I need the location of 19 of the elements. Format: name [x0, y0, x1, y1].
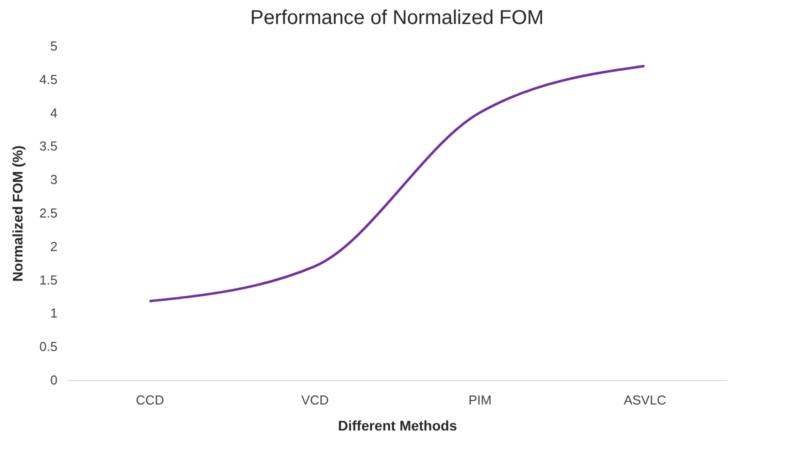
y-axis-title: Normalized FOM (%): [9, 145, 26, 282]
y-tick-label: 4: [50, 105, 58, 120]
x-axis-title: Different Methods: [338, 418, 458, 434]
y-tick-label: 5: [50, 38, 58, 54]
y-tick-label: 0: [50, 372, 58, 388]
y-tick-label: 2: [50, 238, 58, 254]
x-tick-label: VCD: [301, 392, 329, 408]
y-tick-label: 4.5: [39, 72, 58, 87]
y-tick-label: 3.5: [39, 138, 58, 154]
x-tick-label: ASVLC: [624, 392, 666, 408]
y-tick-label: 3: [50, 172, 58, 188]
y-tick-label: 1: [50, 306, 58, 321]
y-tick-label: 0.5: [39, 339, 58, 354]
x-tick-label: CCD: [136, 392, 164, 408]
x-tick-label: PIM: [468, 392, 492, 408]
line-series: [148, 64, 646, 302]
chart-title: Performance of Normalized FOM: [250, 7, 544, 29]
y-tick-label: 1.5: [39, 272, 58, 288]
y-tick-label: 2.5: [39, 206, 58, 220]
